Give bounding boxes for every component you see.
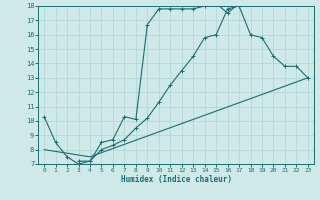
X-axis label: Humidex (Indice chaleur): Humidex (Indice chaleur)	[121, 175, 231, 184]
